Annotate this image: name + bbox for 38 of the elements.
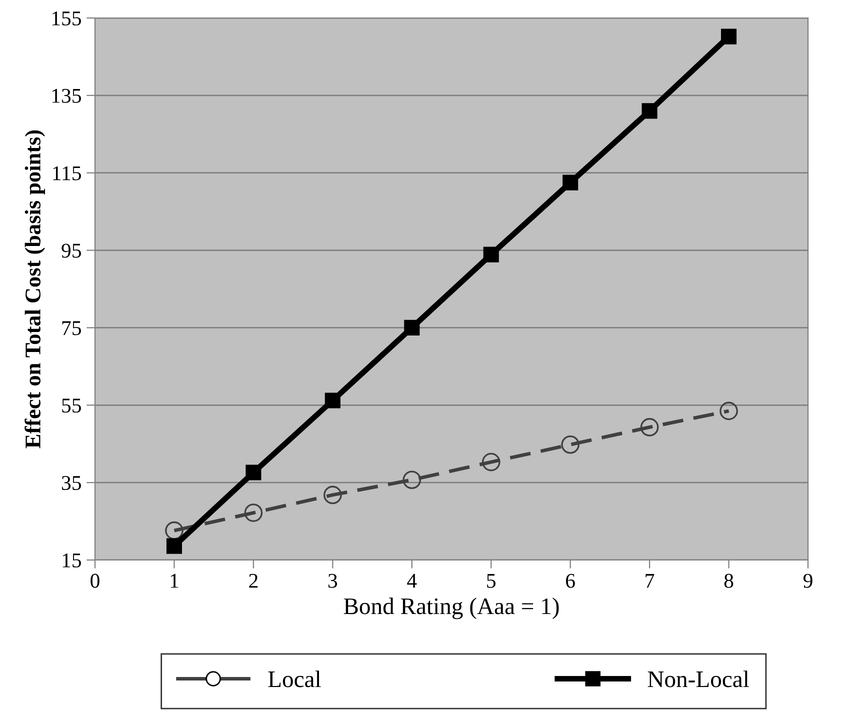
y-tick-label: 135 bbox=[52, 88, 81, 103]
point bbox=[324, 392, 340, 408]
point bbox=[482, 452, 500, 472]
x-tick-label: 5 bbox=[487, 574, 496, 588]
point bbox=[483, 246, 499, 262]
x-tick-label: 3 bbox=[328, 574, 338, 588]
point bbox=[640, 418, 659, 436]
x-tick-label: 7 bbox=[646, 574, 654, 588]
x-tick-label: 0 bbox=[90, 574, 100, 588]
x-tick-label: 4 bbox=[407, 574, 417, 588]
point bbox=[720, 402, 738, 420]
y-tick-label: 75 bbox=[62, 321, 81, 336]
y-tick-label: 35 bbox=[62, 476, 81, 490]
point bbox=[562, 174, 578, 190]
y-tick-label: 55 bbox=[62, 398, 81, 413]
y-tick-label: 95 bbox=[62, 244, 81, 258]
point bbox=[404, 320, 420, 336]
x-tick-label: 9 bbox=[803, 574, 812, 588]
y-tick-label: 155 bbox=[52, 11, 81, 26]
x-tick-label: 2 bbox=[249, 574, 258, 588]
point bbox=[244, 504, 263, 522]
point bbox=[324, 486, 342, 504]
x-tick-label: 8 bbox=[724, 574, 734, 588]
legend-label: Local bbox=[268, 670, 321, 688]
legend-label: Non-Local bbox=[648, 670, 749, 688]
point bbox=[166, 538, 182, 554]
point bbox=[721, 28, 737, 44]
y-axis-title: Effect on Total Cost (basis points) bbox=[24, 130, 45, 448]
point bbox=[402, 470, 422, 490]
point bbox=[561, 435, 580, 454]
y-tick-label: 15 bbox=[62, 553, 81, 568]
point bbox=[642, 103, 658, 119]
x-tick-label: 1 bbox=[170, 574, 178, 588]
point bbox=[165, 521, 184, 540]
y-tick-label: 115 bbox=[53, 166, 81, 180]
x-axis-title: Bond Rating (Aaa = 1) bbox=[344, 598, 559, 620]
point bbox=[246, 464, 262, 480]
x-tick-label: 6 bbox=[566, 574, 575, 588]
